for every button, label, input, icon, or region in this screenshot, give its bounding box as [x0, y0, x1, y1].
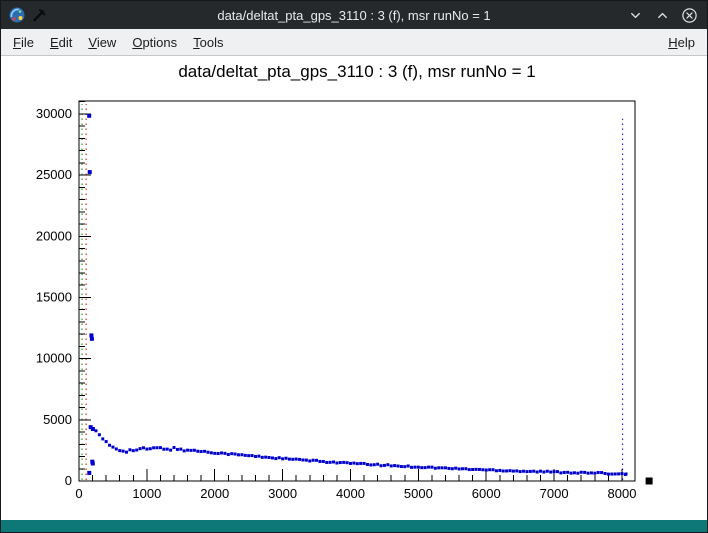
x-axis-ticks — [78, 469, 623, 481]
window-title: data/deltat_pta_gps_3110 : 3 (f), msr ru… — [217, 7, 491, 23]
titlebar[interactable]: data/deltat_pta_gps_3110 : 3 (f), msr ru… — [1, 1, 707, 29]
svg-text:5000: 5000 — [404, 486, 433, 501]
status-strip — [1, 520, 707, 532]
minimize-button[interactable] — [626, 6, 644, 24]
prompt-points — [87, 113, 95, 475]
close-button[interactable] — [680, 6, 698, 24]
plot-frame — [78, 100, 636, 482]
svg-text:0: 0 — [65, 473, 72, 488]
svg-text:4000: 4000 — [336, 486, 365, 501]
menu-options[interactable]: Options — [124, 32, 185, 53]
plot-title: data/deltat_pta_gps_3110 : 3 (f), msr ru… — [178, 62, 536, 81]
close-icon — [681, 7, 697, 23]
menu-edit[interactable]: Edit — [42, 32, 80, 53]
menu-help[interactable]: Help — [660, 32, 703, 53]
svg-text:8000: 8000 — [608, 486, 637, 501]
svg-text:10000: 10000 — [36, 351, 72, 366]
titlebar-icons — [1, 6, 46, 24]
window-controls — [626, 6, 707, 24]
svg-text:1000: 1000 — [132, 486, 161, 501]
guide-lines — [81, 104, 624, 480]
app-icon[interactable] — [8, 6, 26, 24]
svg-text:5000: 5000 — [43, 412, 72, 427]
pickaxe-tool-icon — [33, 9, 46, 22]
svg-text:30000: 30000 — [36, 106, 72, 121]
svg-text:7000: 7000 — [540, 486, 569, 501]
menu-tools[interactable]: Tools — [185, 32, 231, 53]
svg-text:25000: 25000 — [36, 167, 72, 182]
svg-text:2000: 2000 — [200, 486, 229, 501]
chart-svg[interactable]: 0 1000 2000 3000 4000 5000 6000 7000 8000 0 5000 10… — [1, 56, 707, 520]
axis-end-mark — [645, 477, 653, 485]
svg-text:3000: 3000 — [268, 486, 297, 501]
svg-text:0: 0 — [75, 486, 82, 501]
menubar: File Edit View Options Tools Help — [1, 29, 707, 56]
svg-text:20000: 20000 — [36, 228, 72, 243]
maximize-button[interactable] — [653, 6, 671, 24]
y-axis-labels: 0 5000 10000 15000 20000 25000 30000 — [36, 106, 72, 488]
chevron-down-icon — [630, 12, 640, 18]
data-points — [94, 429, 628, 477]
menu-view[interactable]: View — [80, 32, 124, 53]
x-axis-labels: 0 1000 2000 3000 4000 5000 6000 7000 8000 — [75, 486, 636, 501]
svg-text:6000: 6000 — [472, 486, 501, 501]
menu-file[interactable]: File — [5, 32, 42, 53]
plot-canvas[interactable]: data/deltat_pta_gps_3110 : 3 (f), msr ru… — [1, 56, 707, 520]
y-axis-ticks — [79, 101, 91, 482]
chevron-up-icon — [657, 12, 667, 18]
svg-text:15000: 15000 — [36, 289, 72, 304]
